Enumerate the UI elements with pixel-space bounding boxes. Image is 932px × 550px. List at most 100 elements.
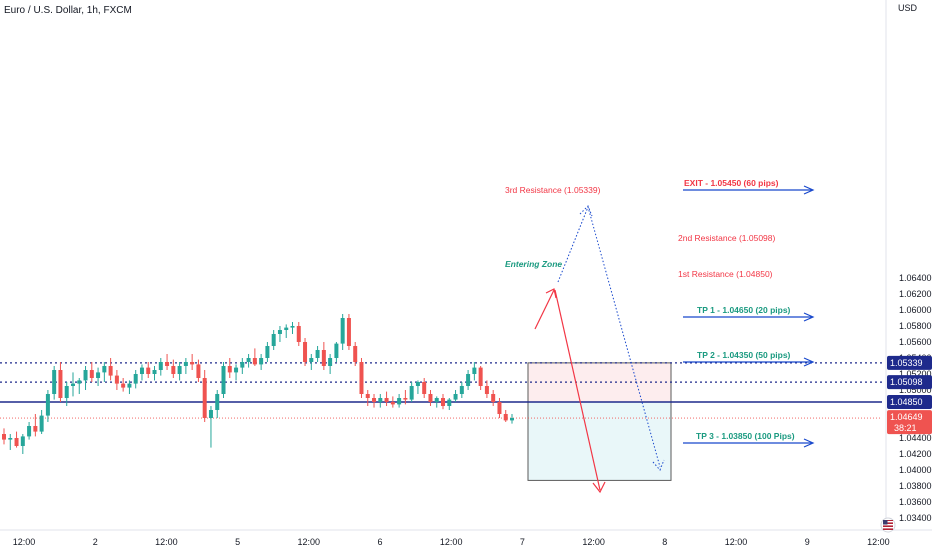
arrow-head-icon	[803, 185, 815, 195]
candle	[190, 354, 195, 370]
candle-body	[484, 386, 489, 394]
flag-icon[interactable]	[880, 517, 896, 533]
candle	[165, 354, 170, 370]
candle	[459, 382, 464, 398]
candle	[83, 366, 88, 390]
y-tick-label: 1.03400	[899, 513, 932, 523]
current-price-label: 1.04649	[890, 412, 923, 422]
candle	[121, 378, 126, 392]
level-price-tag	[887, 395, 932, 409]
candle	[466, 370, 471, 390]
candle-body	[415, 382, 420, 386]
x-tick-label: 12:00	[440, 537, 463, 547]
down-move-arrow	[554, 289, 601, 491]
candle-body	[372, 398, 377, 402]
candle-body	[503, 414, 508, 421]
candle	[422, 378, 427, 398]
y-tick-label: 1.06000	[899, 305, 932, 315]
candle	[14, 431, 19, 448]
x-tick-label: 12:00	[725, 537, 748, 547]
candle-body	[290, 326, 295, 328]
axis-currency: USD	[898, 3, 918, 13]
y-tick-label: 1.06200	[899, 289, 932, 299]
zone-border	[527, 362, 672, 481]
candle-body	[196, 364, 201, 378]
candle	[240, 358, 245, 374]
level-price-tag-label: 1.05098	[890, 377, 923, 387]
candle	[409, 382, 414, 402]
candle-body	[409, 386, 414, 400]
candle	[70, 372, 75, 397]
candle	[303, 338, 308, 366]
tp2-label: TP 2 - 1.04350 (50 pips)	[697, 350, 791, 360]
countdown-label: 38:21	[894, 423, 917, 433]
candle	[441, 394, 446, 410]
candle	[52, 366, 57, 400]
candle	[484, 380, 489, 398]
chart-title: Euro / U.S. Dollar, 1h, FXCM	[4, 5, 132, 16]
candle	[378, 394, 383, 408]
candle-body	[139, 367, 144, 374]
buy-zone	[528, 402, 671, 481]
candle-body	[39, 415, 44, 432]
candle-body	[171, 366, 176, 374]
x-tick-label: 12:00	[155, 537, 178, 547]
candle-body	[240, 362, 245, 368]
candle	[296, 322, 301, 346]
candle-body	[20, 436, 25, 446]
y-tick-label: 1.04400	[899, 433, 932, 443]
candle	[259, 354, 264, 370]
candle-body	[403, 398, 408, 400]
level-price-tag-label: 1.04850	[890, 397, 923, 407]
candle	[321, 342, 326, 370]
candles	[2, 314, 514, 454]
candle-body	[208, 410, 213, 418]
candle	[271, 330, 276, 350]
candle	[472, 362, 477, 381]
candle-body	[152, 370, 157, 374]
exit-label: EXIT - 1.05450 (60 pips)	[684, 178, 779, 188]
current-price-tag	[887, 410, 932, 435]
candle	[340, 314, 345, 350]
candle-body	[296, 326, 301, 342]
candle	[208, 406, 213, 448]
candle	[139, 364, 144, 381]
sell-zone	[528, 362, 671, 402]
y-tick-label: 1.05800	[899, 321, 932, 331]
candle	[346, 314, 351, 350]
candle-body	[277, 330, 282, 334]
candle	[334, 342, 339, 362]
candle	[221, 362, 226, 398]
candle	[359, 358, 364, 398]
candle-body	[334, 343, 339, 358]
candle-body	[108, 366, 113, 376]
candle-body	[441, 398, 446, 406]
candle-body	[259, 358, 264, 365]
candle	[415, 380, 420, 394]
candle	[102, 362, 107, 382]
candle	[183, 358, 188, 374]
y-tick-label: 1.05600	[899, 337, 932, 347]
candle-body	[378, 398, 383, 402]
candle-body	[466, 374, 471, 386]
y-tick-label: 1.03800	[899, 481, 932, 491]
price-axis: 1.03400 1.03600 1.03800 1.04000 1.04200 1.044…	[885, 0, 932, 530]
candle	[171, 359, 176, 378]
arrow-head-icon	[803, 438, 815, 448]
arrow-head-icon	[545, 288, 557, 299]
candle-body	[303, 342, 308, 362]
candle	[353, 342, 358, 366]
candle-body	[491, 394, 496, 402]
candle-body	[246, 358, 251, 362]
candle-body	[252, 358, 257, 365]
arrow-head-icon	[579, 205, 593, 217]
candle-body	[14, 438, 19, 446]
candle	[365, 390, 370, 406]
candle-body	[2, 434, 6, 440]
candle-body	[234, 367, 239, 373]
resistance-3-label: 3rd Resistance (1.05339)	[505, 185, 601, 195]
resistance-2-label: 2nd Resistance (1.05098)	[678, 233, 776, 243]
candle-body	[114, 375, 119, 384]
